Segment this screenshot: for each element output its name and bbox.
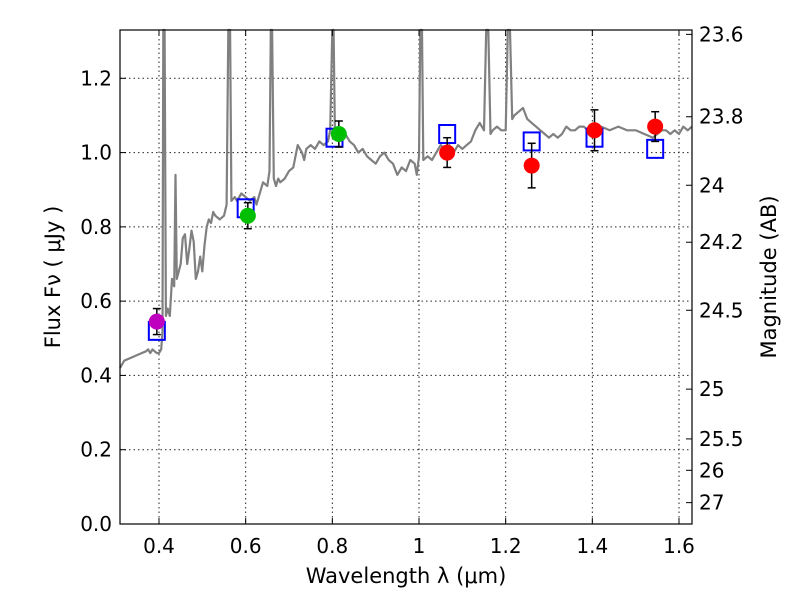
model-flux-square bbox=[646, 138, 665, 159]
mag-tick-label: 25 bbox=[699, 377, 724, 401]
axes-frame bbox=[119, 29, 693, 525]
y-tick-label: 1.0 bbox=[80, 141, 112, 165]
observed-flux-point bbox=[647, 118, 664, 135]
observed-flux-point bbox=[439, 144, 456, 161]
y-axis-title: Flux Fν ( μJy ) bbox=[41, 206, 65, 349]
mag-tick-label: 25.5 bbox=[699, 427, 744, 451]
mag-tick-label: 27 bbox=[699, 491, 724, 515]
observed-flux-point bbox=[523, 157, 540, 174]
model-spectrum-line bbox=[119, 28, 693, 369]
plot-area bbox=[119, 28, 693, 369]
right-axis-title: Magnitude (AB) bbox=[757, 195, 781, 358]
mag-tick-label: 24.2 bbox=[699, 230, 744, 254]
x-tick-label: 0.6 bbox=[230, 534, 262, 558]
grid-lines bbox=[120, 30, 692, 524]
y-tick-label: 0.2 bbox=[80, 438, 112, 462]
axis-ticks: 0.4 0.6 0.8 1 1.2 1.4 1.6 0.0 0.2 0.4 0.6 0.8 1.0 1.2… bbox=[80, 22, 743, 558]
y-tick-label: 0.8 bbox=[80, 215, 112, 239]
x-axis-title: Wavelength λ (μm) bbox=[306, 564, 507, 588]
y-tick-label: 1.2 bbox=[80, 66, 112, 90]
observed-flux-point bbox=[586, 122, 603, 139]
x-tick-label: 1.6 bbox=[663, 534, 695, 558]
x-tick-label: 0.8 bbox=[316, 534, 348, 558]
x-tick-label: 1 bbox=[413, 534, 426, 558]
y-tick-label: 0.4 bbox=[80, 363, 112, 387]
y-tick-label: 0.6 bbox=[80, 289, 112, 313]
mag-tick-label: 24 bbox=[699, 173, 724, 197]
mag-tick-label: 23.8 bbox=[699, 105, 744, 129]
x-tick-label: 0.4 bbox=[143, 534, 175, 558]
mag-tick-label: 24.5 bbox=[699, 298, 744, 322]
mag-tick-label: 23.6 bbox=[699, 22, 744, 46]
x-tick-label: 1.4 bbox=[576, 534, 608, 558]
mag-tick-label: 26 bbox=[699, 458, 724, 482]
observed-flux-point bbox=[148, 313, 165, 330]
y-tick-label: 0.0 bbox=[80, 512, 112, 536]
observed-flux-point bbox=[239, 207, 256, 224]
observed-flux-point bbox=[330, 126, 347, 142]
x-tick-label: 1.2 bbox=[490, 534, 522, 558]
